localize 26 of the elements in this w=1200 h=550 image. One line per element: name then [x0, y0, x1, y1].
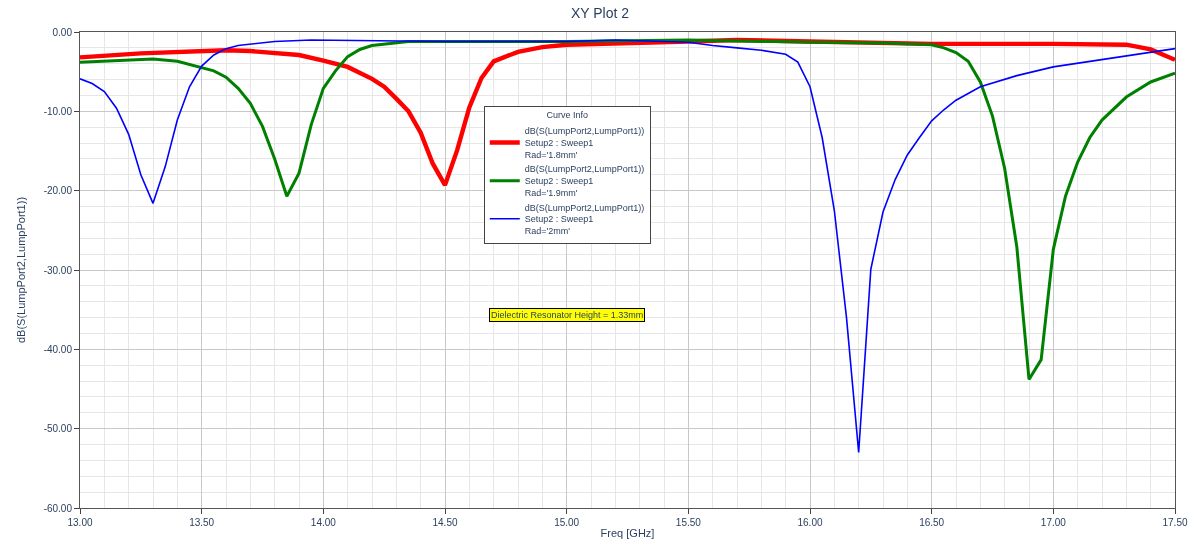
x-tick-label: 15.00: [554, 517, 580, 528]
x-tick-label: 16.50: [919, 517, 945, 528]
x-axis-title: Freq [GHz]: [600, 527, 655, 540]
x-tick-label: 13.50: [189, 517, 215, 528]
legend-label: dB(S(LumpPort2,LumpPort1)) Setup2 : Sweep1 Rad='2mm': [524, 202, 645, 236]
y-tick-label: -30.00: [43, 264, 73, 276]
legend-label: dB(S(LumpPort2,LumpPort1)) Setup2 : Sweep1 Rad='1.8mm': [524, 126, 645, 160]
x-tick-label: 15.50: [675, 517, 702, 528]
x-tick-label: 14.00: [310, 517, 337, 528]
x-tick-label: 16.00: [797, 517, 823, 528]
y-axis-title: dB(S(LumpPort2,LumpPort1)): [15, 196, 28, 344]
y-tick-label: -20.00: [43, 185, 73, 197]
x-tick-label: 13.00: [67, 517, 93, 528]
x-tick-label: 17.00: [1040, 517, 1067, 528]
annotation: Dielectric Resonator Height = 1.33mm: [491, 310, 644, 320]
y-tick-label: -60.00: [43, 502, 73, 514]
y-tick-label: -50.00: [43, 423, 73, 435]
y-tick-label: -40.00: [43, 343, 73, 355]
legend-label: dB(S(LumpPort2,LumpPort1)) Setup2 : Sweep1 Rad='1.9mm': [524, 164, 645, 198]
line-series: [80, 39, 1175, 454]
y-tick-label: -10.00: [43, 105, 73, 117]
x-tick-label: 17.50: [1162, 517, 1188, 528]
legend-title: Curve Info: [546, 110, 589, 121]
chart-title: XY Plot 2: [570, 5, 630, 22]
x-tick-label: 14.50: [432, 517, 458, 528]
y-tick-label: 0.00: [52, 26, 73, 38]
